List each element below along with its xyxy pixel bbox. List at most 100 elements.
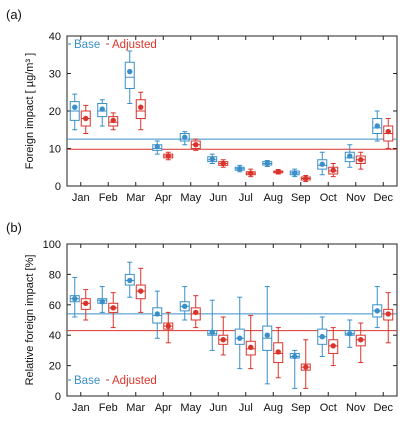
panel-a-y-axis: 0 10 20 30 40 (49, 31, 397, 193)
panel-b-label: (b) (6, 220, 22, 235)
y-tick-label: 40 (49, 31, 61, 43)
panel-a-x-axis: Jan Feb Mar Apr May Jun Jul Aug Sep Oct Nov Dec (72, 36, 394, 204)
box-mean-point (110, 117, 116, 124)
panel-b-frame (66, 243, 398, 397)
box-base-jan (69, 276, 80, 318)
x-tick-label: Jun (209, 192, 227, 204)
box-base-dec (372, 110, 383, 142)
box-mean-point (292, 170, 298, 176)
box-mean-point (264, 160, 270, 167)
box-base-sep (289, 349, 300, 389)
x-tick-label: Mar (126, 402, 145, 414)
box-adjusted-oct (328, 327, 339, 367)
x-tick-label: Oct (320, 192, 337, 204)
x-tick-label: Sep (291, 402, 311, 414)
box-base-jun (207, 299, 218, 351)
box-base-apr (152, 140, 163, 155)
box-base-oct (317, 151, 328, 176)
box-iqr (124, 61, 135, 89)
box-base-may (179, 286, 190, 321)
panel-b-legend: Base Adjusted (68, 375, 157, 387)
box-base-jan (69, 93, 80, 131)
box-mean-point (385, 311, 391, 317)
box-adjusted-jul (245, 314, 256, 370)
box-base-nov (344, 319, 355, 348)
box-mean-point (154, 311, 160, 317)
y-tick-label: 100 (43, 239, 61, 251)
box-base-sep (289, 168, 300, 178)
box-mean-point (275, 169, 281, 175)
panel-a: (a) 0 10 20 30 40 Jan Feb Mar Apr May Jun Jul Aug Se… (6, 7, 398, 204)
box-mean-point (127, 68, 133, 75)
box-mean-point (83, 300, 89, 306)
x-tick-label: Apr (155, 402, 172, 414)
box-base-mar (124, 50, 135, 104)
box-adjusted-dec (383, 292, 394, 344)
x-tick-label: Jul (239, 192, 253, 204)
y-tick-label: 0 (55, 391, 61, 403)
box-mean-point (154, 143, 160, 150)
y-tick-label: 0 (55, 181, 61, 193)
x-tick-label: Feb (99, 402, 118, 414)
x-tick-label: Dec (373, 402, 393, 414)
box-adjusted-feb (108, 292, 119, 329)
box-adjusted-dec (383, 118, 394, 149)
box-mean-point (374, 123, 380, 129)
legend-b-adjusted: Adjusted (112, 375, 157, 387)
panel-b-y-axis: 0 20 40 60 80 100 (43, 239, 397, 403)
box-mean-point (330, 343, 336, 349)
box-mean-point (182, 134, 188, 140)
box-mean-point (264, 332, 270, 338)
box-mean-point (303, 175, 309, 182)
y-tick-label: 10 (49, 144, 61, 156)
x-tick-label: Oct (320, 402, 337, 414)
x-tick-label: Feb (99, 192, 118, 204)
x-tick-label: May (180, 402, 201, 414)
box-mean-point (303, 364, 309, 370)
box-mean-point (72, 296, 78, 302)
x-tick-label: Jan (72, 402, 90, 414)
box-mean-point (220, 160, 226, 167)
x-tick-label: Nov (346, 192, 366, 204)
box-base-oct (317, 316, 328, 357)
box-mean-point (182, 303, 188, 310)
box-mean-point (358, 157, 364, 163)
y-tick-label: 20 (49, 361, 61, 373)
panel-a-frame (66, 35, 398, 187)
legend-a-base: Base (74, 39, 100, 51)
box-adjusted-may (190, 295, 201, 329)
box-base-jul (234, 164, 245, 173)
box-mean-point (374, 308, 380, 314)
box-mean-point (193, 142, 199, 148)
box-mean-point (347, 330, 353, 337)
box-adjusted-feb (108, 112, 119, 131)
box-base-dec (372, 286, 383, 329)
box-base-jun (207, 153, 218, 164)
box-mean-point (248, 170, 254, 176)
box-mean-point (165, 153, 171, 159)
panel-a-boxes (69, 50, 394, 182)
box-mean-point (385, 128, 391, 135)
box-mean-point (220, 337, 226, 343)
box-adjusted-aug (273, 169, 284, 175)
box-mean-point (358, 337, 364, 343)
box-base-jul (234, 296, 245, 370)
y-tick-label: 40 (49, 330, 61, 342)
box-mean-point (138, 104, 144, 110)
legend-a-adjusted: Adjusted (112, 39, 157, 51)
x-tick-label: Aug (263, 192, 283, 204)
box-base-may (179, 131, 190, 146)
box-base-aug (262, 160, 273, 167)
x-tick-label: Nov (346, 402, 366, 414)
x-tick-label: May (180, 192, 201, 204)
box-adjusted-nov (355, 322, 366, 364)
panel-b-y-axis-label: Relative foreign impact [%] (24, 255, 36, 386)
box-mean-point (110, 305, 116, 311)
box-adjusted-jul (245, 168, 256, 178)
x-tick-label: Jun (209, 402, 227, 414)
box-adjusted-apr (163, 151, 174, 161)
box-mean-point (83, 115, 89, 122)
panel-b-reference-lines (67, 313, 397, 332)
box-adjusted-jun (218, 159, 229, 168)
